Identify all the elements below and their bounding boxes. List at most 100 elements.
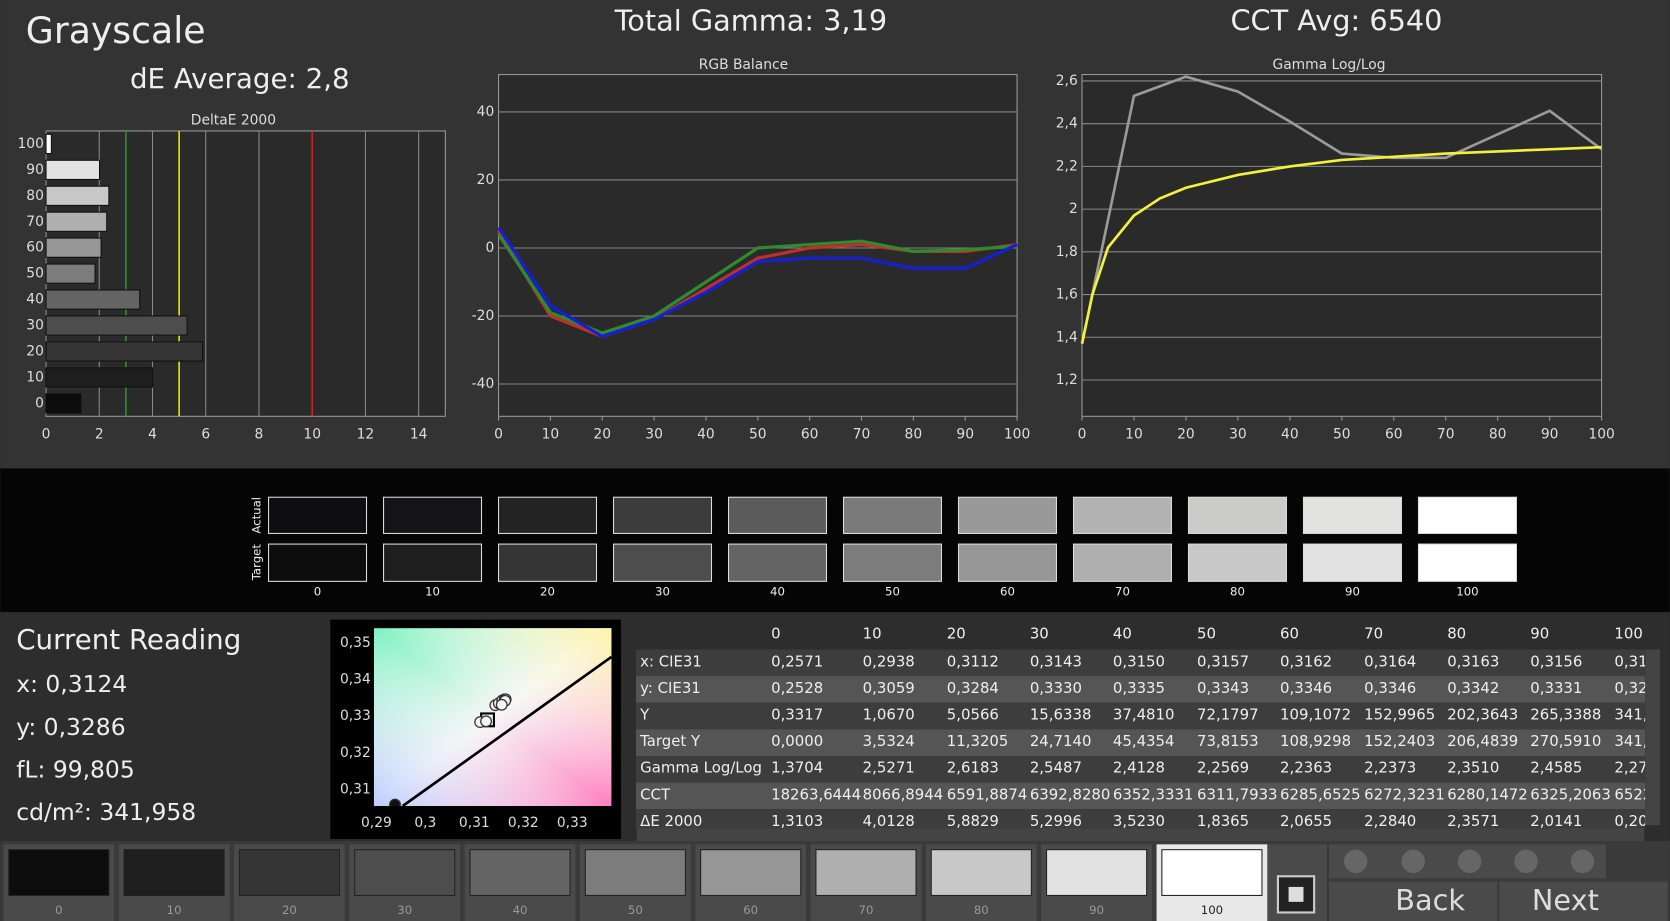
table-cell: 152,2403 (1364, 732, 1435, 750)
x-tick-label: 10 (303, 426, 321, 442)
target-swatch (1417, 543, 1517, 582)
table-cell: 5,8829 (947, 812, 999, 830)
patch-label: 0 (55, 903, 62, 917)
play-button[interactable] (1401, 849, 1425, 874)
patch-label: 10 (167, 903, 182, 917)
reading-y: y: 0,3286 (16, 713, 125, 741)
x-tick-label: 60 (1385, 426, 1403, 442)
x-tick-label: 4 (148, 426, 157, 442)
x-tick-label: 6 (201, 426, 210, 442)
table-cell: 2,27 (1614, 759, 1647, 777)
actual-swatch (1187, 496, 1287, 534)
table-cell: 2,5487 (1030, 759, 1082, 777)
table-cell: 2,2569 (1197, 759, 1249, 777)
category-label: 70 (26, 214, 44, 230)
actual-swatch (498, 496, 598, 534)
table-cell: 202,3643 (1447, 706, 1518, 724)
target-label: Target (249, 544, 263, 582)
fit-button[interactable] (1457, 849, 1482, 874)
loop-button[interactable] (1514, 849, 1538, 874)
table-cell: 0,0000 (771, 732, 823, 750)
bar (45, 133, 52, 155)
next-label: Next (1532, 883, 1599, 917)
bar (45, 315, 188, 336)
table-cell: 6591,8874 (947, 785, 1028, 803)
table-cell: 0,3164 (1364, 652, 1416, 670)
x-tick-label: 0 (42, 426, 51, 442)
table-cell: 0,3143 (1030, 652, 1082, 670)
page-title: Grayscale (26, 9, 206, 52)
column-header: 30 (1030, 625, 1049, 643)
swatch-label: 30 (655, 584, 670, 598)
table-row (635, 782, 1646, 810)
x-tick-label: 8 (255, 426, 264, 442)
table-cell: 1,3103 (771, 812, 823, 830)
table-cell: 0,3157 (1197, 652, 1249, 670)
patch-color (700, 849, 802, 896)
swatch-label: 0 (314, 584, 321, 598)
category-label: 50 (26, 266, 44, 282)
table-row (635, 755, 1646, 783)
table-cell: 0,3342 (1447, 679, 1499, 697)
patch-color (469, 849, 571, 896)
table-cell: 3,5324 (863, 732, 915, 750)
table-cell: 0,2528 (771, 679, 823, 697)
measured-point (495, 698, 508, 711)
table-cell: 0,3284 (947, 679, 999, 697)
stop-button[interactable] (1343, 849, 1368, 874)
data-table: 0 10 20 30 40 50 60 70 80 90 100 x: CIE31 0,2571 0,29… (635, 621, 1647, 830)
table-cell: 0,3112 (947, 652, 999, 670)
table-cell: 109,1072 (1280, 706, 1351, 724)
x-tick-label: 80 (905, 426, 923, 442)
table-cell: 5,2996 (1030, 812, 1082, 830)
patch-color (354, 849, 456, 896)
table-cell: 11,3205 (947, 732, 1009, 750)
table-cell: 2,4128 (1113, 759, 1165, 777)
y-tick-label: 2,6 (1056, 73, 1078, 89)
table-cell: 0,3335 (1113, 679, 1165, 697)
table-cell: 0,32 (1614, 679, 1647, 697)
y-tick-label: -20 (472, 308, 495, 324)
reading-title: Current Reading (16, 623, 241, 656)
column-header: 90 (1530, 625, 1549, 643)
category-label: 20 (26, 343, 44, 359)
actual-swatch (383, 496, 483, 534)
table-cell: CCT (640, 785, 671, 803)
patch-color (123, 849, 225, 896)
table-cell: 1,0670 (863, 706, 915, 724)
y-tick-label: -40 (472, 376, 495, 392)
actual-swatch (268, 496, 368, 534)
patch-label: 70 (859, 903, 874, 917)
x-tick-label: 50 (1333, 426, 1351, 442)
target-swatch (1187, 543, 1287, 582)
x-tick-label: 90 (1541, 426, 1559, 442)
table-cell: x: CIE31 (640, 652, 702, 670)
reading-x: x: 0,3124 (16, 670, 127, 698)
table-cell: 6352,3331 (1113, 785, 1194, 803)
table-cell: 1,3704 (771, 759, 823, 777)
x-tick-label: 100 (1004, 426, 1030, 442)
category-label: 90 (26, 162, 44, 178)
bar (45, 263, 96, 284)
table-row (635, 649, 1646, 677)
measured-point (389, 798, 401, 807)
table-cell: 6325,2063 (1530, 785, 1611, 803)
table-cell: 2,0141 (1530, 812, 1582, 830)
table-cell: 6311,7933 (1197, 785, 1278, 803)
table-row (635, 729, 1646, 756)
patch-color (815, 849, 917, 896)
table-cell: 0,3059 (863, 679, 915, 697)
total-gamma: Total Gamma: 3,19 (614, 3, 888, 37)
next-button[interactable] (1499, 881, 1668, 921)
y-tick-label: 2,2 (1056, 158, 1078, 174)
x-tick-label: 40 (697, 426, 715, 442)
scrollbar (1645, 649, 1661, 826)
back-button[interactable] (1329, 881, 1498, 921)
patch-label: 30 (397, 903, 412, 917)
table-cell: 4,0128 (863, 812, 915, 830)
table-cell: 0,31 (1614, 652, 1647, 670)
table-cell: 0,3317 (771, 706, 823, 724)
actual-swatch (1417, 496, 1517, 534)
refresh-button[interactable] (1570, 849, 1595, 874)
